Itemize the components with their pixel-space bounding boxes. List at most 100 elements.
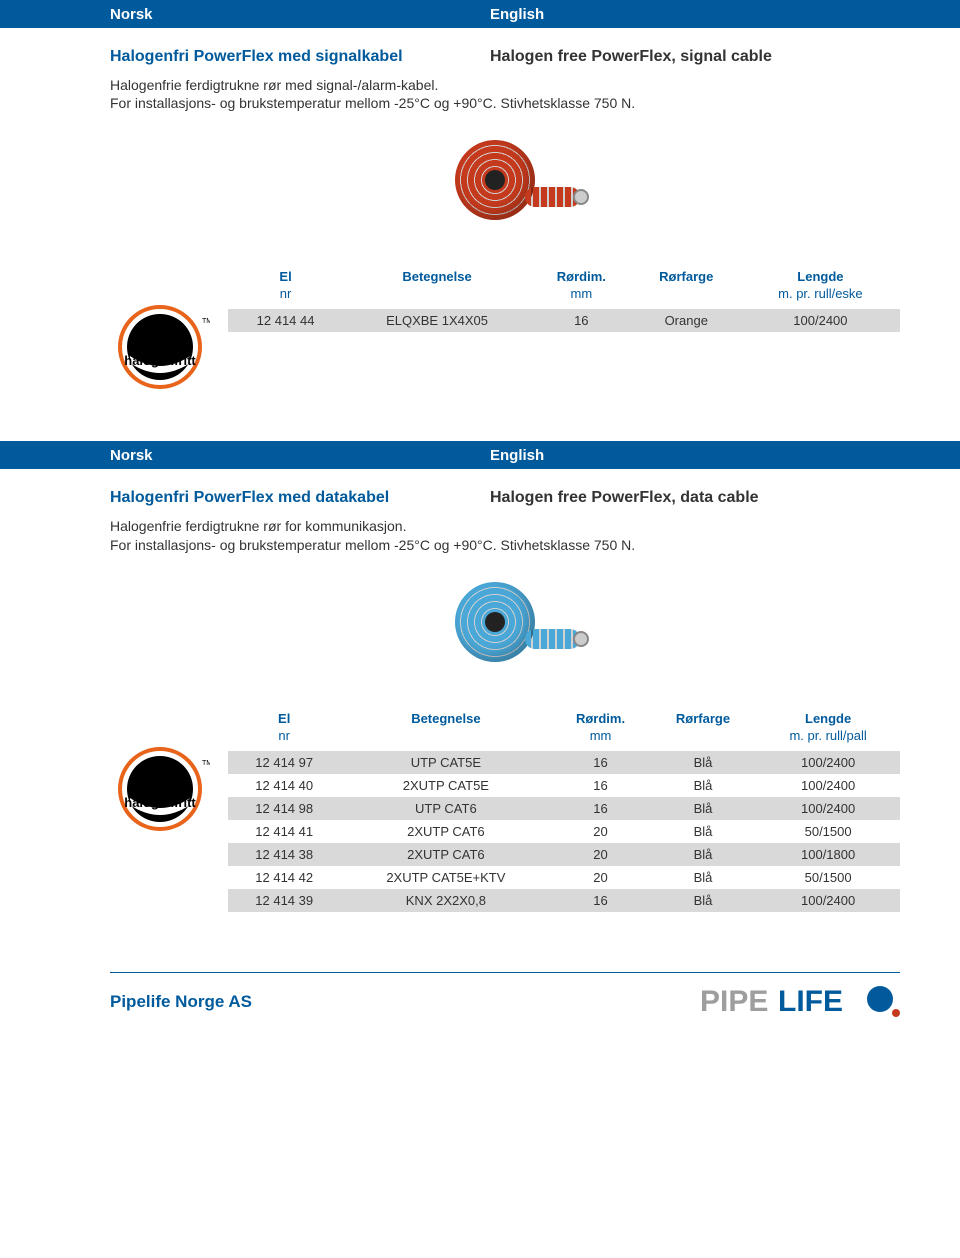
table-cell: 12 414 40 [228,774,340,797]
table-wrap: halogenfritt TM El Betegnelse Rørdim. Rø… [110,265,900,401]
table-cell: 12 414 97 [228,751,340,774]
product-image-blue [110,574,900,679]
halogenfritt-badge: halogenfritt TM [110,743,210,843]
table-row: 12 414 97UTP CAT5E16Blå100/2400 [228,751,900,774]
table-cell: 100/2400 [756,751,900,774]
lang-norsk: Norsk [110,447,490,464]
badge-text: halogenfritt [124,795,196,810]
table-row: 12 414 98UTP CAT616Blå100/2400 [228,797,900,820]
col-el: El [228,707,340,728]
table-subheader-row: nr mm m. pr. rull/pall [228,728,900,751]
col-lengde: Lengde [741,265,900,286]
table-row: 12 414 44ELQXBE 1X4X0516Orange100/2400 [228,309,900,332]
title-english: Halogen free PowerFlex, signal cable [490,48,900,66]
section-description: Halogenfrie ferdigtrukne rør med signal-… [110,76,900,112]
lang-norsk: Norsk [110,6,490,23]
lang-english: English [490,6,940,23]
language-bar: Norsk English [0,0,960,28]
sub-rull: m. pr. rull/pall [756,728,900,751]
table-cell: 12 414 38 [228,843,340,866]
badge-tm: TM [202,318,210,325]
table-cell: 12 414 39 [228,889,340,912]
desc-line1: Halogenfrie ferdigtrukne rør med signal-… [110,77,438,93]
lang-english: English [490,447,940,464]
table-cell: 50/1500 [756,820,900,843]
table-header-row: El Betegnelse Rørdim. Rørfarge Lengde [228,265,900,286]
col-rorfarge: Rørfarge [650,707,757,728]
table-cell: Orange [632,309,741,332]
table-cell: ELQXBE 1X4X05 [343,309,531,332]
table-body: 12 414 44ELQXBE 1X4X0516Orange100/2400 [228,309,900,332]
table-header-row: El Betegnelse Rørdim. Rørfarge Lengde [228,707,900,728]
col-rorfarge: Rørfarge [632,265,741,286]
table-cell: 12 414 41 [228,820,340,843]
pipelife-logo: PIPE LIFE [700,981,900,1023]
table-cell: 2XUTP CAT6 [340,820,551,843]
table-cell: 100/2400 [741,309,900,332]
table-cell: 50/1500 [756,866,900,889]
table-cell: Blå [650,889,757,912]
table-row: 12 414 402XUTP CAT5E16Blå100/2400 [228,774,900,797]
table-cell: 100/1800 [756,843,900,866]
sub-blank1 [343,286,531,309]
table-wrap: halogenfritt TM El Betegnelse Rørdim. Rø… [110,707,900,912]
sub-blank2 [632,286,741,309]
sub-nr: nr [228,728,340,751]
table-cell: Blå [650,774,757,797]
logo-text-life: LIFE [778,985,843,1018]
title-norsk: Halogenfri PowerFlex med datakabel [110,489,490,507]
conduit-coil-icon [415,574,595,674]
table-cell: 16 [551,774,649,797]
col-betegnelse: Betegnelse [340,707,551,728]
table-cell: UTP CAT5E [340,751,551,774]
data-table-data: El Betegnelse Rørdim. Rørfarge Lengde nr… [228,707,900,912]
desc-line2: For installasjons- og brukstemperatur me… [110,95,635,111]
desc-line2: For installasjons- og brukstemperatur me… [110,537,635,553]
sub-blank2 [650,728,757,751]
logo-dot-small [892,1009,900,1017]
col-el: El [228,265,343,286]
section-titles: Halogenfri PowerFlex med datakabel Halog… [110,489,900,507]
section-data-cable: Halogenfri PowerFlex med datakabel Halog… [0,469,960,911]
desc-line1: Halogenfrie ferdigtrukne rør for kommuni… [110,518,406,534]
footer-divider [110,972,900,973]
table-cell: Blå [650,866,757,889]
page-footer: Pipelife Norge AS PIPE LIFE [0,981,960,1043]
language-bar: Norsk English [0,441,960,469]
table-cell: Blå [650,797,757,820]
table-cell: 2XUTP CAT5E [340,774,551,797]
conduit-coil-icon [415,132,595,232]
section-description: Halogenfrie ferdigtrukne rør for kommuni… [110,517,900,553]
title-norsk: Halogenfri PowerFlex med signalkabel [110,48,490,66]
table-cell: 20 [551,866,649,889]
sub-mm: mm [551,728,649,751]
table-cell: 16 [551,751,649,774]
table-cell: 20 [551,820,649,843]
col-rordim: Rørdim. [551,707,649,728]
badge-tm: TM [202,760,210,767]
col-rordim: Rørdim. [531,265,632,286]
title-english: Halogen free PowerFlex, data cable [490,489,900,507]
col-betegnelse: Betegnelse [343,265,531,286]
sub-nr: nr [228,286,343,309]
table-cell: 12 414 44 [228,309,343,332]
product-image-orange [110,132,900,237]
section-titles: Halogenfri PowerFlex med signalkabel Hal… [110,48,900,66]
table-cell: 100/2400 [756,889,900,912]
table-cell: 16 [551,889,649,912]
table-cell: Blå [650,843,757,866]
table-cell: 16 [531,309,632,332]
table-cell: 2XUTP CAT6 [340,843,551,866]
table-cell: 2XUTP CAT5E+KTV [340,866,551,889]
table-cell: 100/2400 [756,797,900,820]
table-row: 12 414 412XUTP CAT620Blå50/1500 [228,820,900,843]
sub-rull: m. pr. rull/eske [741,286,900,309]
logo-dot-large [867,986,893,1012]
table-row: 12 414 422XUTP CAT5E+KTV20Blå50/1500 [228,866,900,889]
table-row: 12 414 382XUTP CAT620Blå100/1800 [228,843,900,866]
table-cell: Blå [650,751,757,774]
table-body: 12 414 97UTP CAT5E16Blå100/240012 414 40… [228,751,900,912]
col-lengde: Lengde [756,707,900,728]
halogenfritt-badge: halogenfritt TM [110,301,210,401]
section-signal-cable: Halogenfri PowerFlex med signalkabel Hal… [0,28,960,401]
